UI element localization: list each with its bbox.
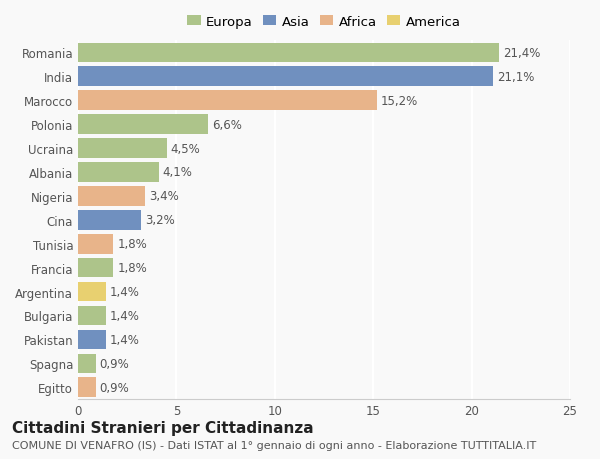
Text: 0,9%: 0,9% bbox=[100, 381, 130, 394]
Bar bbox=[78, 187, 145, 206]
Text: 6,6%: 6,6% bbox=[212, 118, 242, 131]
Bar bbox=[78, 67, 493, 87]
Bar bbox=[78, 163, 158, 182]
Text: 1,4%: 1,4% bbox=[109, 285, 139, 298]
Bar bbox=[78, 282, 106, 302]
Text: 1,8%: 1,8% bbox=[118, 262, 147, 274]
Bar bbox=[78, 139, 167, 158]
Bar bbox=[78, 378, 96, 397]
Bar bbox=[78, 306, 106, 325]
Legend: Europa, Asia, Africa, America: Europa, Asia, Africa, America bbox=[185, 13, 463, 31]
Text: 0,9%: 0,9% bbox=[100, 357, 130, 370]
Text: 1,4%: 1,4% bbox=[109, 309, 139, 322]
Text: Cittadini Stranieri per Cittadinanza: Cittadini Stranieri per Cittadinanza bbox=[12, 420, 314, 435]
Text: 4,1%: 4,1% bbox=[163, 166, 193, 179]
Text: 15,2%: 15,2% bbox=[381, 95, 418, 107]
Text: 21,1%: 21,1% bbox=[497, 71, 535, 84]
Bar bbox=[78, 354, 96, 373]
Text: COMUNE DI VENAFRO (IS) - Dati ISTAT al 1° gennaio di ogni anno - Elaborazione TU: COMUNE DI VENAFRO (IS) - Dati ISTAT al 1… bbox=[12, 440, 536, 450]
Text: 3,2%: 3,2% bbox=[145, 214, 175, 227]
Bar bbox=[78, 115, 208, 134]
Bar bbox=[78, 258, 113, 278]
Bar bbox=[78, 44, 499, 63]
Text: 21,4%: 21,4% bbox=[503, 47, 541, 60]
Bar bbox=[78, 235, 113, 254]
Bar bbox=[78, 91, 377, 111]
Text: 4,5%: 4,5% bbox=[170, 142, 200, 155]
Text: 1,8%: 1,8% bbox=[118, 238, 147, 251]
Bar bbox=[78, 330, 106, 349]
Bar bbox=[78, 211, 141, 230]
Text: 3,4%: 3,4% bbox=[149, 190, 179, 203]
Text: 1,4%: 1,4% bbox=[109, 333, 139, 346]
